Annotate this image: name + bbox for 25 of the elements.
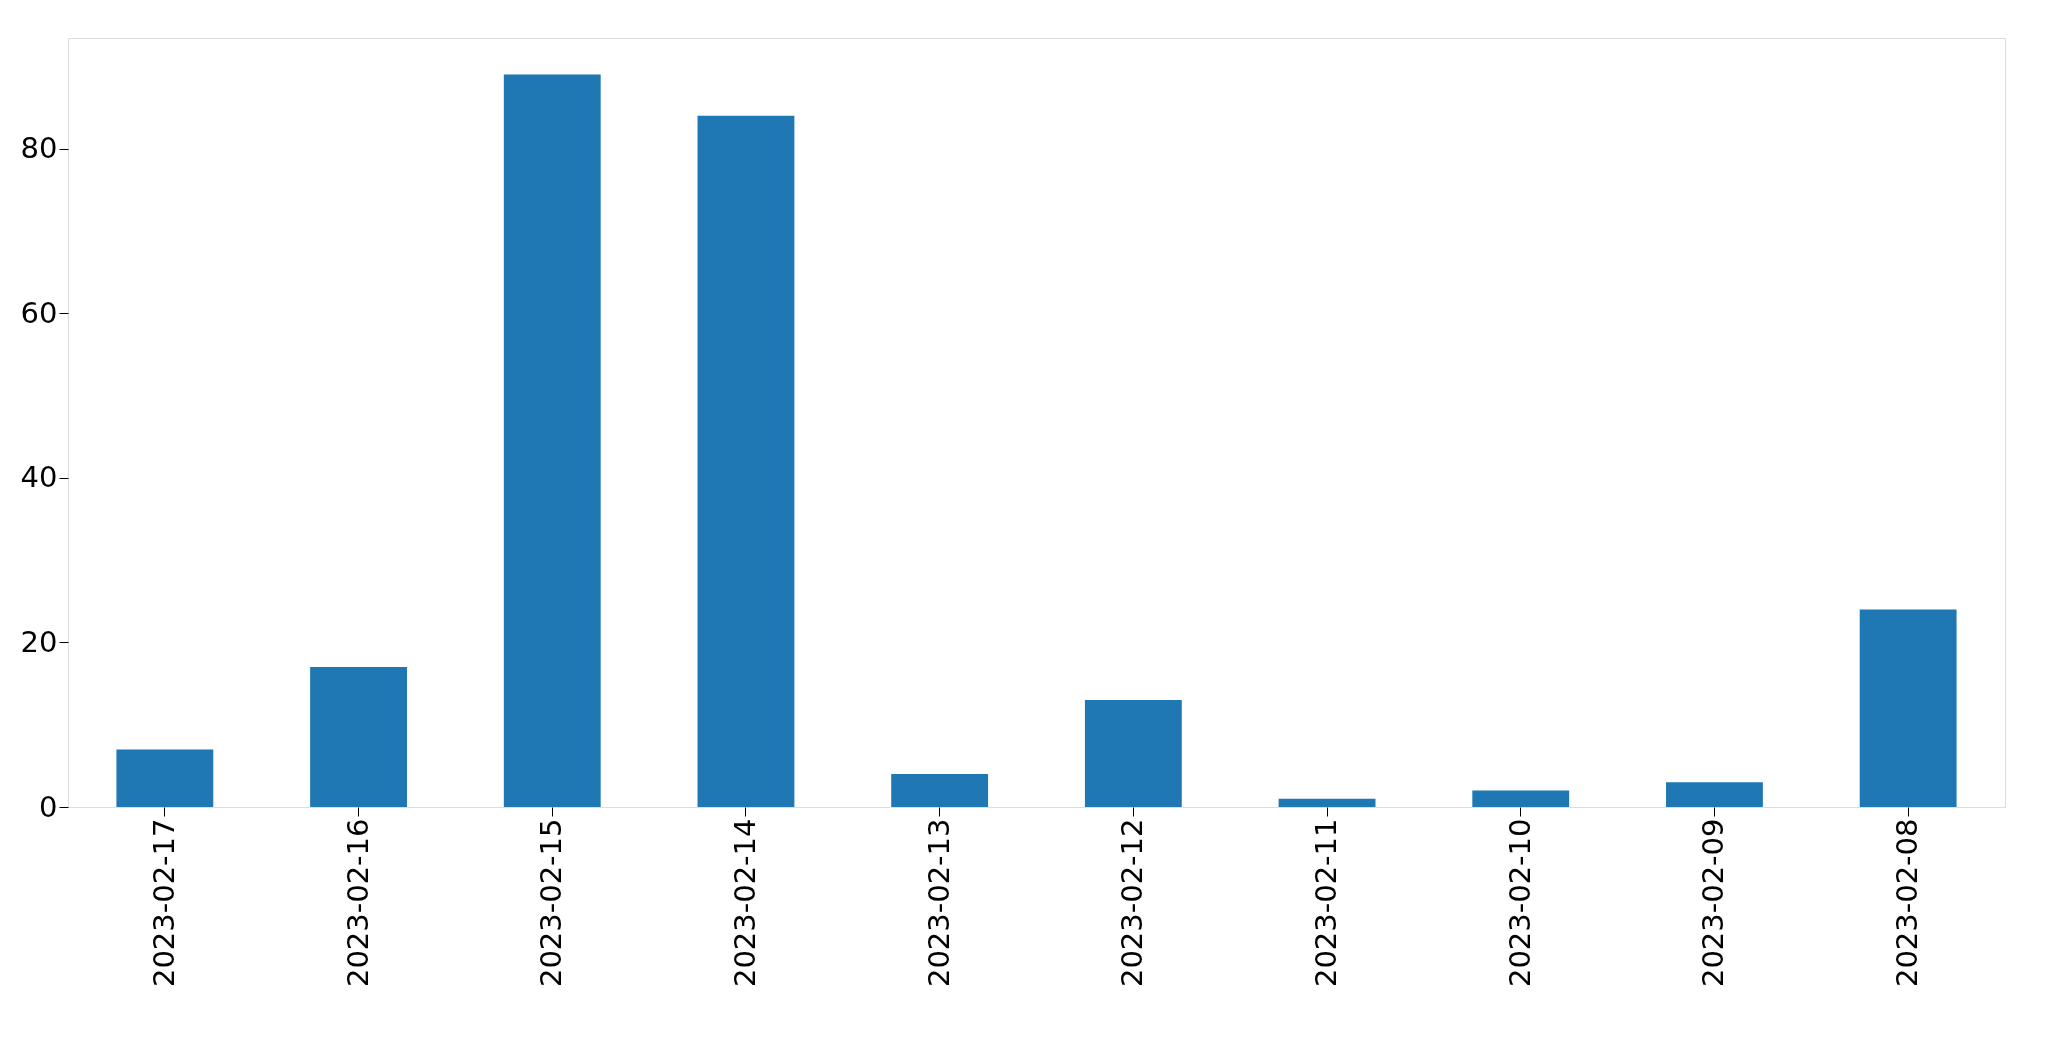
bar bbox=[1859, 609, 1957, 807]
y-tick-label: 60 bbox=[20, 295, 58, 330]
x-tick-label: 2023-02-16 bbox=[340, 818, 375, 988]
x-tick-label: 2023-02-17 bbox=[146, 818, 181, 988]
bar bbox=[1666, 782, 1763, 807]
bar bbox=[697, 115, 795, 807]
bar bbox=[1278, 798, 1376, 807]
x-tick-label: 2023-02-08 bbox=[1890, 818, 1925, 988]
y-tick-label: 20 bbox=[20, 624, 58, 659]
bar bbox=[503, 74, 601, 807]
x-tick-label: 2023-02-10 bbox=[1502, 818, 1537, 988]
bar bbox=[1084, 700, 1182, 807]
bar bbox=[116, 749, 214, 807]
x-tick-label: 2023-02-11 bbox=[1309, 818, 1344, 988]
bar bbox=[891, 774, 989, 807]
y-tick-label: 80 bbox=[20, 131, 58, 166]
x-tick-label: 2023-02-13 bbox=[921, 818, 956, 988]
x-tick-label: 2023-02-15 bbox=[534, 818, 569, 988]
x-tick-label: 2023-02-09 bbox=[1696, 818, 1731, 988]
x-tick-label: 2023-02-12 bbox=[1115, 818, 1150, 988]
y-tick-label: 0 bbox=[39, 789, 58, 824]
bar bbox=[310, 667, 407, 807]
bar bbox=[1472, 790, 1570, 807]
y-tick-label: 40 bbox=[20, 460, 58, 495]
x-tick-label: 2023-02-14 bbox=[727, 818, 762, 988]
